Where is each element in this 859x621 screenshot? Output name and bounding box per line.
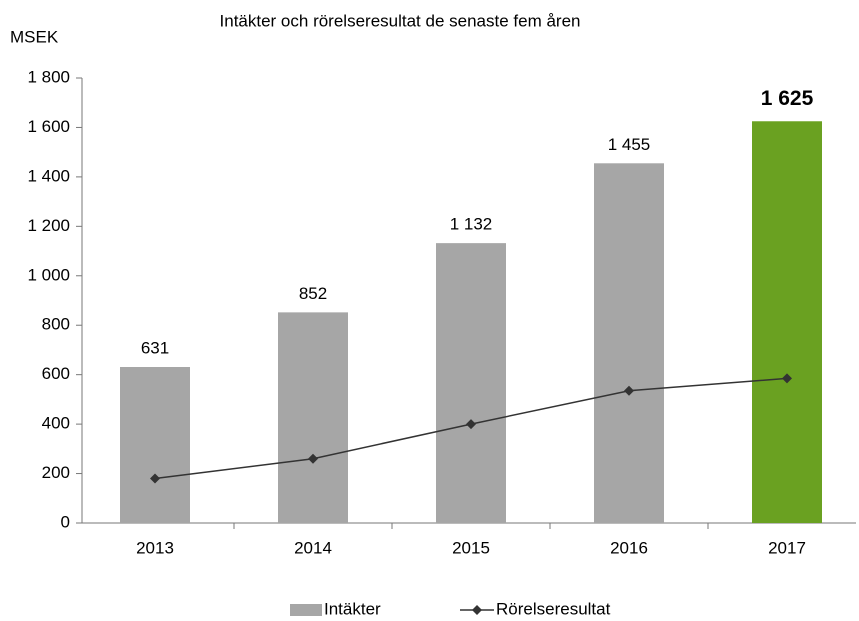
bar — [752, 121, 822, 523]
y-axis-label: MSEK — [10, 27, 59, 46]
y-tick-label: 1 200 — [27, 216, 70, 235]
line-marker — [466, 419, 476, 430]
y-tick-label: 400 — [42, 414, 70, 433]
line-marker — [624, 385, 634, 396]
data-label: 852 — [299, 284, 327, 303]
data-label: 1 455 — [608, 135, 651, 154]
legend-label: Intäkter — [324, 599, 381, 618]
line-marker — [150, 473, 160, 484]
x-tick-label: 2015 — [452, 538, 490, 557]
y-tick-label: 1 800 — [27, 67, 70, 86]
legend-marker — [472, 605, 482, 615]
x-tick-label: 2016 — [610, 538, 648, 557]
y-tick-label: 0 — [61, 512, 70, 531]
y-tick-label: 800 — [42, 315, 70, 334]
chart-title: Intäkter och rörelseresultat de senaste … — [220, 11, 581, 30]
x-tick-label: 2017 — [768, 538, 806, 557]
y-tick-label: 600 — [42, 364, 70, 383]
x-tick-label: 2013 — [136, 538, 174, 557]
line-marker — [782, 373, 792, 384]
line-marker — [308, 453, 318, 464]
data-label: 1 625 — [761, 87, 814, 110]
y-tick-label: 1 000 — [27, 265, 70, 284]
bar — [436, 243, 506, 523]
data-label: 631 — [141, 338, 169, 357]
x-tick-label: 2014 — [294, 538, 332, 557]
y-tick-label: 1 600 — [27, 117, 70, 136]
bar — [594, 163, 664, 523]
y-tick-label: 200 — [42, 463, 70, 482]
legend-label: Rörelseresultat — [496, 599, 611, 618]
legend-swatch — [290, 604, 322, 616]
data-label: 1 132 — [450, 215, 493, 234]
bar — [120, 367, 190, 523]
y-tick-label: 1 400 — [27, 166, 70, 185]
bar — [278, 312, 348, 523]
